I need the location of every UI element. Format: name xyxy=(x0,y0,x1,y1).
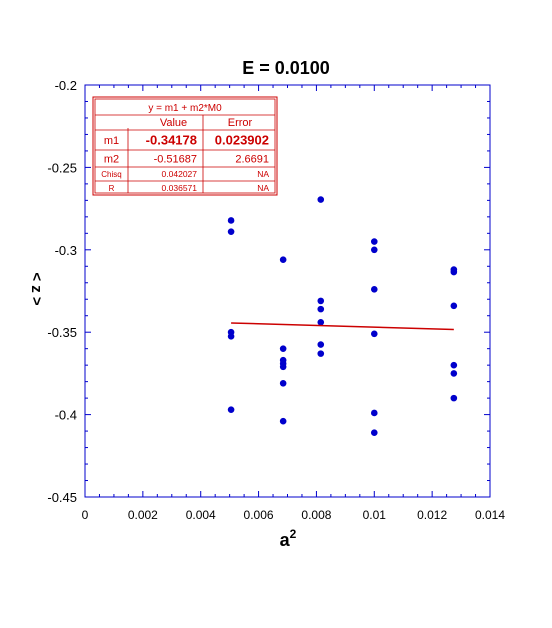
fit-row-error: 2.6691 xyxy=(235,153,269,165)
data-point xyxy=(370,286,378,293)
data-point xyxy=(317,319,325,326)
data-point xyxy=(317,305,325,313)
fit-row-name: m2 xyxy=(104,153,119,165)
fit-row-value: -0.34178 xyxy=(146,133,197,148)
x-tick-label: 0.006 xyxy=(244,508,274,522)
fit-row-error: 0.023902 xyxy=(215,133,269,148)
fit-row-error: NA xyxy=(257,183,269,193)
y-axis-label: < z > xyxy=(28,272,45,306)
data-point xyxy=(227,406,235,413)
data-point xyxy=(450,361,458,369)
fit-row-name: m1 xyxy=(104,135,119,147)
fit-col-error-header: Error xyxy=(228,117,253,129)
data-point xyxy=(450,302,458,310)
fit-equation: y = m1 + m2*M0 xyxy=(148,103,222,114)
y-axis: -0.45 -0.4 -0.35 -0.3 -0.25 -0.2 xyxy=(47,78,490,505)
data-point xyxy=(370,330,378,338)
data-point xyxy=(227,217,235,224)
fit-results-table: y = m1 + m2*M0 Value Error m1 -0.34178 0.0239… xyxy=(92,96,278,196)
y-tick-label: -0.4 xyxy=(55,408,77,423)
fit-row-name: R xyxy=(109,184,115,193)
x-tick-label: 0.014 xyxy=(475,508,505,522)
data-point xyxy=(227,228,235,235)
x-tick-label: 0.008 xyxy=(301,508,331,522)
fit-line xyxy=(231,322,454,331)
y-tick-label: -0.3 xyxy=(55,243,77,258)
x-tick-label: 0.012 xyxy=(417,508,447,522)
data-points xyxy=(227,196,458,437)
chart-title: E = 0.0100 xyxy=(242,58,330,78)
data-point xyxy=(317,341,325,348)
y-tick-label: -0.2 xyxy=(55,78,77,93)
data-point xyxy=(370,429,378,437)
fit-row-value: 0.036571 xyxy=(162,183,198,193)
fit-row-name: Chisq xyxy=(101,170,121,179)
x-axis-label-superscript: 2 xyxy=(290,527,297,541)
x-axis: 0 0.002 0.004 0.006 0.008 0.01 0.012 0.014 xyxy=(82,85,505,522)
data-point xyxy=(317,350,325,357)
data-point xyxy=(450,394,458,402)
data-point xyxy=(279,417,287,425)
data-point xyxy=(317,297,325,305)
y-tick-label: -0.25 xyxy=(47,160,77,175)
fit-col-value-header: Value xyxy=(160,117,187,129)
x-axis-label: a xyxy=(280,530,291,550)
data-point xyxy=(279,379,287,387)
data-point xyxy=(370,246,378,254)
data-point xyxy=(370,238,378,245)
fit-table-inner-border xyxy=(94,98,276,194)
data-point xyxy=(279,363,287,371)
fit-row-error: NA xyxy=(257,169,269,179)
data-point xyxy=(279,345,287,352)
data-point xyxy=(450,370,458,377)
y-tick-label: -0.45 xyxy=(47,490,77,505)
fit-row-value: -0.51687 xyxy=(154,153,197,165)
fit-table-border xyxy=(92,96,278,196)
x-tick-label: 0.004 xyxy=(186,508,216,522)
x-axis-title: a2 xyxy=(280,527,297,550)
x-tick-label: 0 xyxy=(82,508,89,522)
data-point xyxy=(317,196,325,203)
data-point xyxy=(279,256,287,263)
data-point xyxy=(227,333,235,340)
data-point xyxy=(450,268,458,276)
y-tick-label: -0.35 xyxy=(47,325,77,340)
fit-row-value: 0.042027 xyxy=(162,169,198,179)
x-tick-label: 0.002 xyxy=(128,508,158,522)
x-tick-label: 0.01 xyxy=(363,508,387,522)
data-point xyxy=(370,409,378,417)
